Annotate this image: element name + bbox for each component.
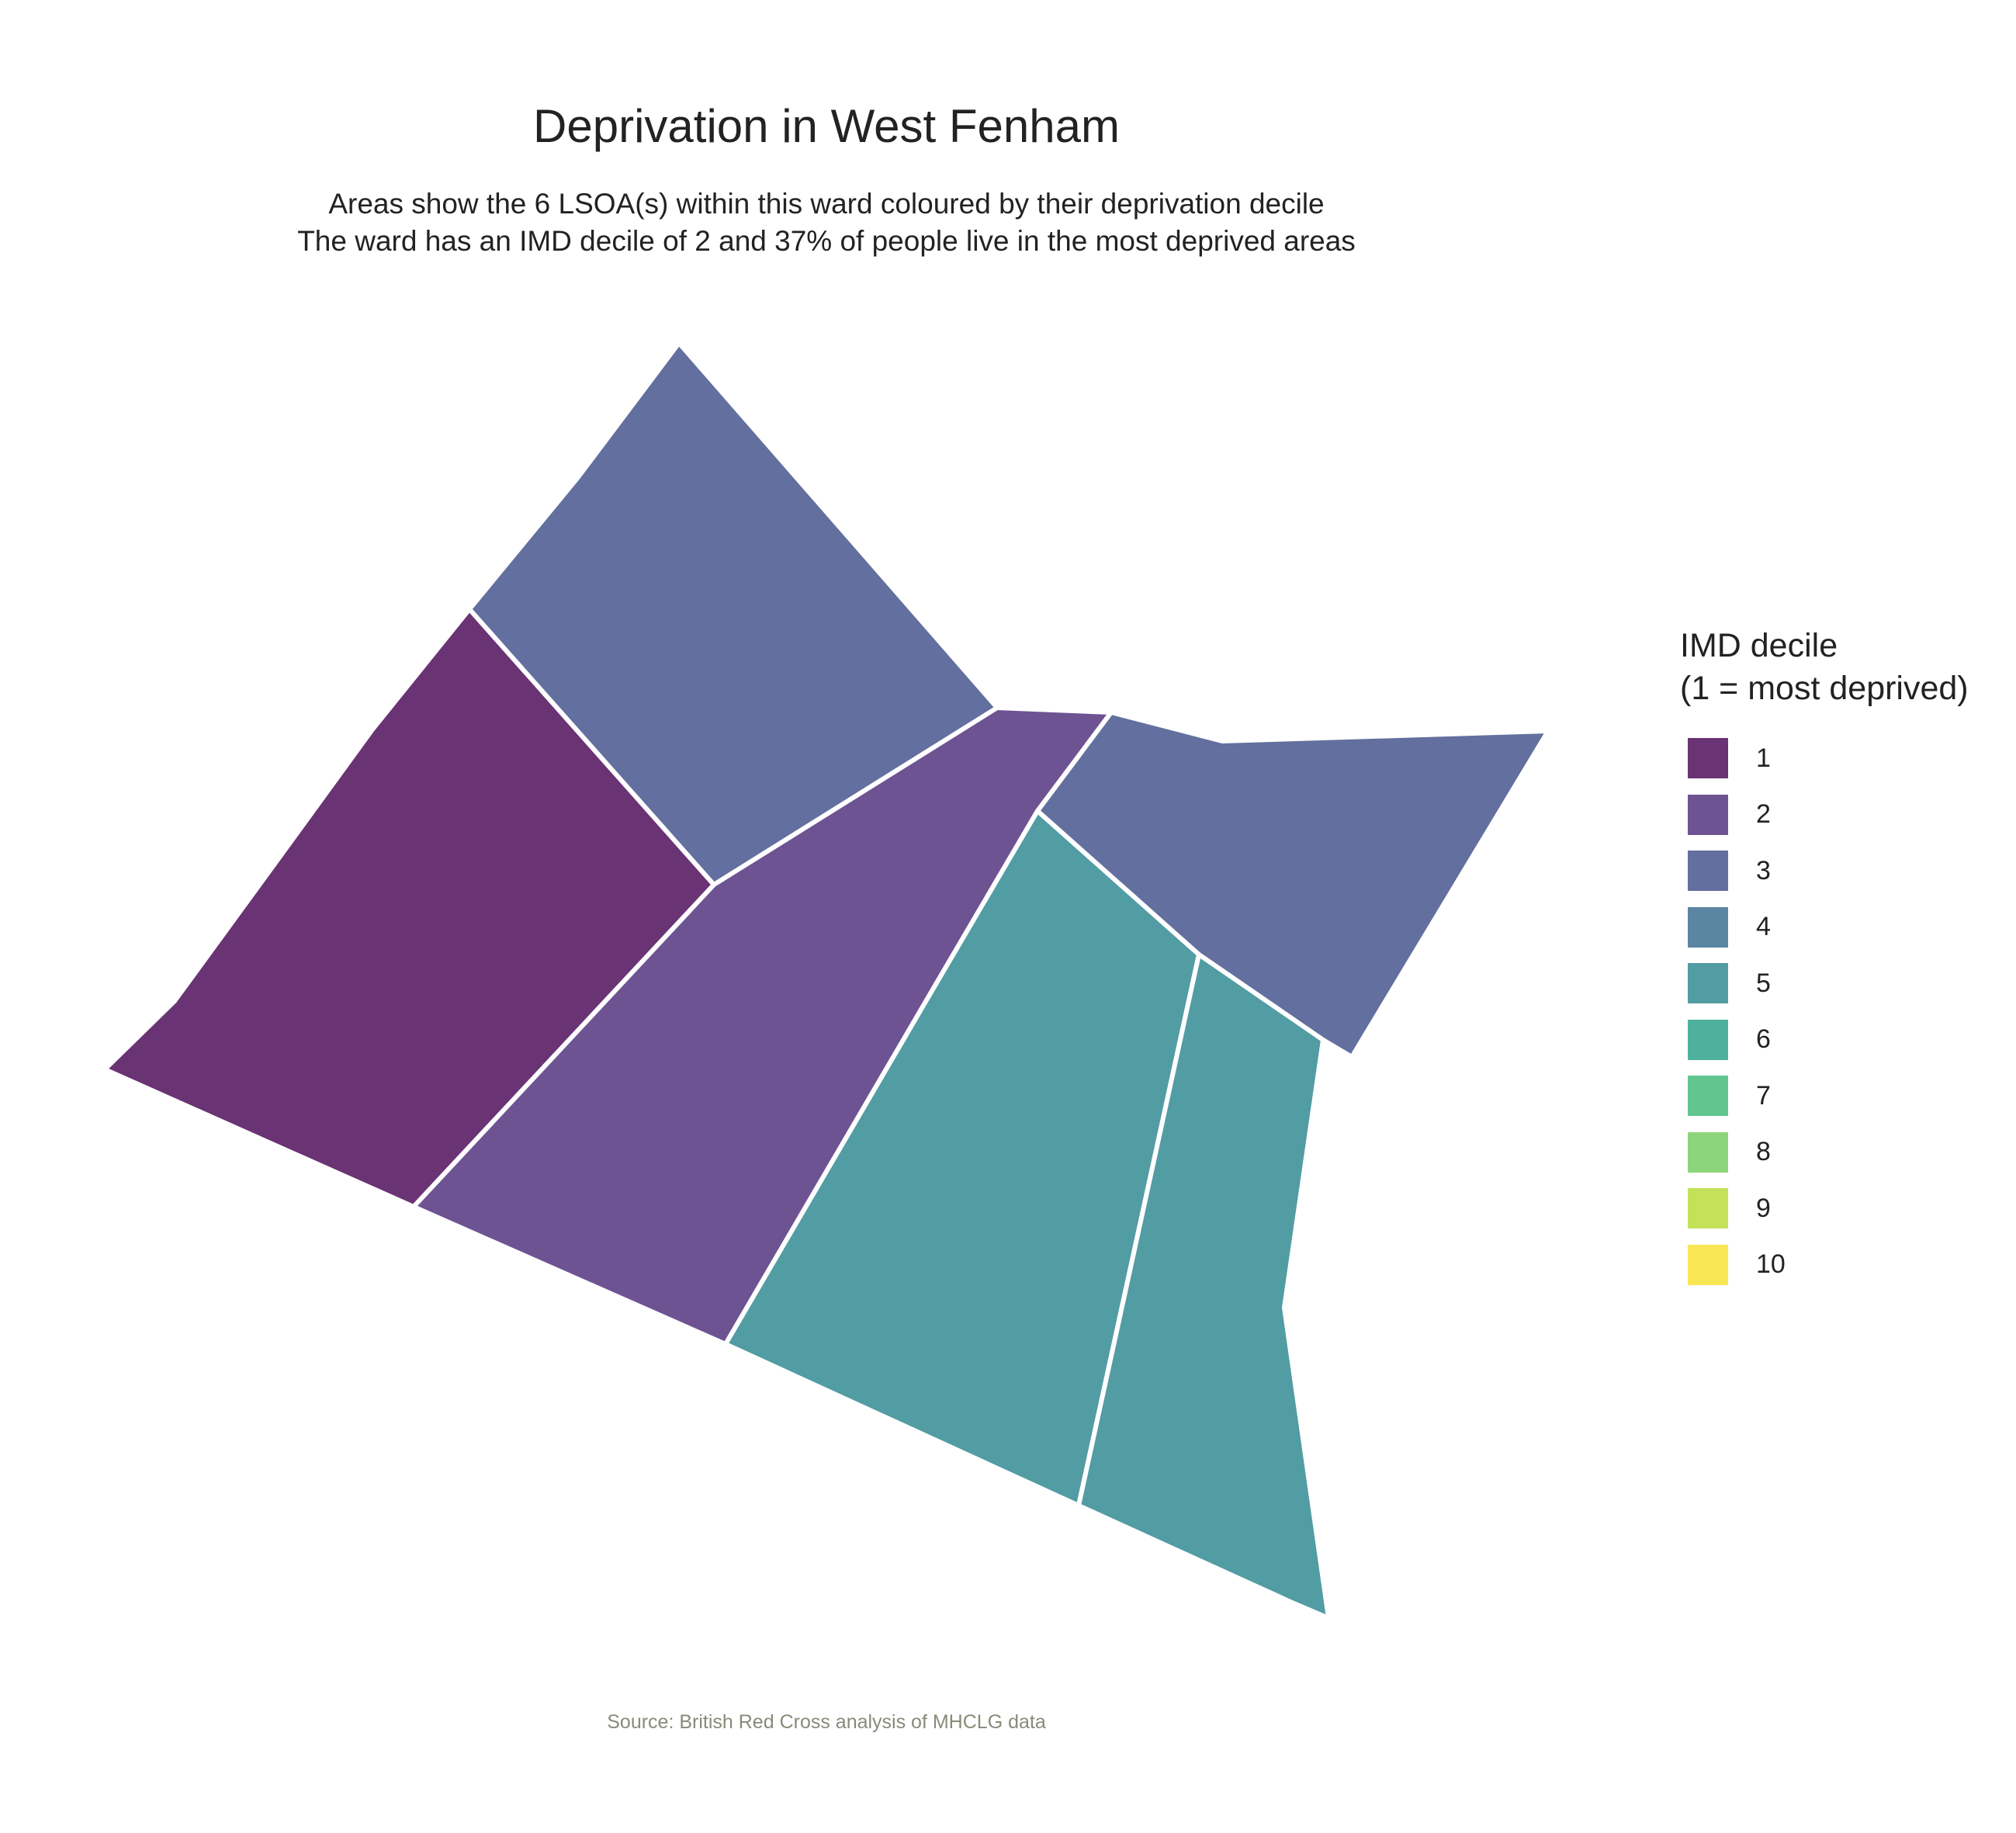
legend-item-2: 2 [1680,787,1969,844]
legend-swatch [1688,794,1728,835]
legend-label: 10 [1756,1249,1786,1280]
legend-label: 8 [1756,1137,1771,1167]
legend-label: 9 [1756,1193,1771,1223]
legend-item-1: 1 [1680,730,1969,787]
legend-label: 2 [1756,799,1771,830]
legend-swatch [1688,851,1728,892]
ward-map [105,341,1548,1620]
legend-item-9: 9 [1680,1180,1969,1237]
legend-swatch [1688,1244,1728,1285]
legend-label: 6 [1756,1024,1771,1055]
legend-swatch [1688,738,1728,779]
legend-label: 3 [1756,855,1771,885]
legend: IMD decile (1 = most deprived) 1 2 3 4 5 6 7 8 9… [1680,625,1969,1293]
legend-swatch [1688,1019,1728,1060]
legend-item-7: 7 [1680,1068,1969,1124]
legend-item-5: 5 [1680,955,1969,1012]
map-subtitle-line-2: The ward has an IMD decile of 2 and 37% … [297,225,1356,257]
legend-label: 1 [1756,743,1771,773]
legend-swatch [1688,906,1728,948]
map-subtitle-line-1: Areas show the 6 LSOA(s) within this war… [328,188,1325,220]
legend-label: 5 [1756,968,1771,998]
legend-items: 1 2 3 4 5 6 7 8 9 10 [1680,730,1969,1293]
legend-item-3: 3 [1680,843,1969,899]
legend-item-6: 6 [1680,1012,1969,1069]
legend-label: 4 [1756,912,1771,942]
legend-title-line-1: IMD decile [1680,627,1838,664]
lsoa-area-6 [1076,952,1331,1620]
lsoa-area-5 [723,809,1201,1508]
legend-label: 7 [1756,1080,1771,1111]
legend-swatch [1688,963,1728,1004]
map-title: Deprivation in West Fenham [533,100,1120,152]
legend-item-8: 8 [1680,1124,1969,1181]
legend-title-line-2: (1 = most deprived) [1680,670,1969,707]
legend-swatch [1688,1076,1728,1117]
lsoa-area-2 [467,341,999,887]
legend-item-10: 10 [1680,1237,1969,1294]
legend-swatch [1688,1188,1728,1229]
legend-swatch [1688,1131,1728,1173]
legend-item-4: 4 [1680,899,1969,956]
source-caption: Source: British Red Cross analysis of MH… [607,1711,1046,1733]
